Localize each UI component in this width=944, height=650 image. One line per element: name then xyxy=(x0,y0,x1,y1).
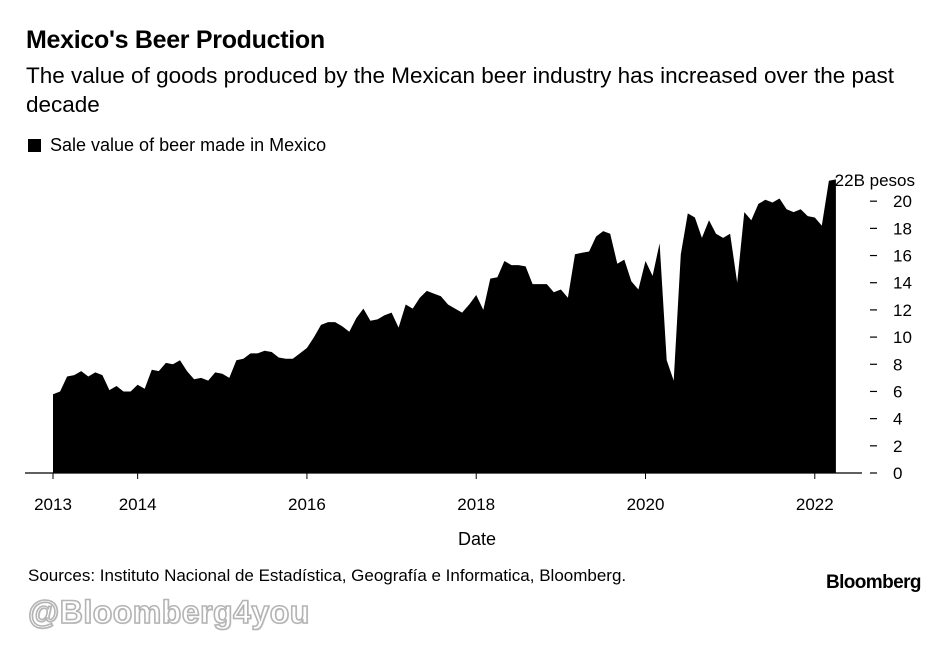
y-tick-label: 18 xyxy=(893,219,912,238)
x-tick-label: 2022 xyxy=(796,495,834,514)
y-tick-label: 10 xyxy=(893,328,912,347)
x-tick-label: 2013 xyxy=(34,495,72,514)
legend: Sale value of beer made in Mexico xyxy=(28,135,326,156)
y-tick-label: 0 xyxy=(893,464,902,483)
y-tick-label: 14 xyxy=(893,274,912,293)
y-tick-label: 16 xyxy=(893,247,912,266)
watermark: @Bloomberg4you xyxy=(27,593,310,631)
y-tick-label: 2 xyxy=(893,437,902,456)
source-note: Sources: Instituto Nacional de Estadísti… xyxy=(28,566,627,585)
y-tick-label: 8 xyxy=(893,355,902,374)
x-axis: 2013 2014 2016 2018 2020 2022 xyxy=(34,473,834,514)
y-axis-unit-label: 22B pesos xyxy=(835,171,915,190)
chart-subtitle: The value of goods produced by the Mexic… xyxy=(26,63,895,117)
y-tick-label: 4 xyxy=(893,410,902,429)
legend-label: Sale value of beer made in Mexico xyxy=(50,135,327,155)
x-axis-title: Date xyxy=(458,529,496,549)
x-tick-label: 2016 xyxy=(288,495,326,514)
bloomberg-logo: Bloomberg xyxy=(826,572,921,593)
x-tick-label: 2014 xyxy=(119,495,157,514)
area-layer xyxy=(53,179,836,473)
y-axis: 0 2 4 6 8 10 12 14 16 18 20 xyxy=(870,192,912,483)
area-chart: 2013 2014 2016 2018 2020 2022 0 2 4 6 8 10 12 14 16 18… xyxy=(25,171,915,549)
chart-title: Mexico's Beer Production xyxy=(26,26,325,54)
series-area xyxy=(53,179,836,473)
x-tick-label: 2018 xyxy=(457,495,495,514)
y-tick-label: 6 xyxy=(893,382,902,401)
y-tick-label: 20 xyxy=(893,192,912,211)
x-tick-label: 2020 xyxy=(627,495,665,514)
y-tick-label: 12 xyxy=(893,301,912,320)
legend-swatch xyxy=(28,139,41,152)
